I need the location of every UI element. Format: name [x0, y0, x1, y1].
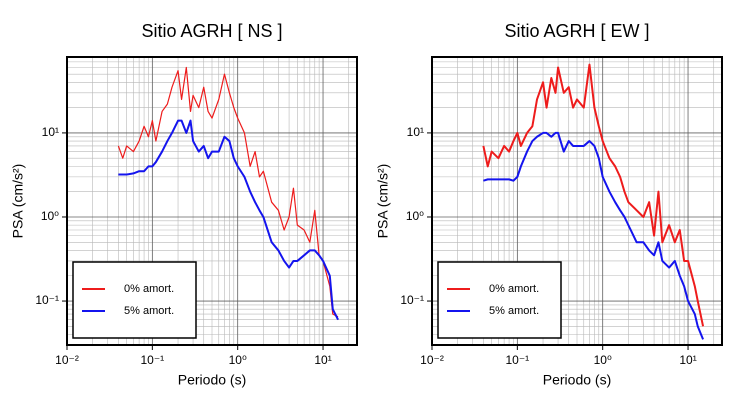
chart-title: Sitio AGRH [ NS ]: [141, 21, 282, 41]
x-tick-label: 10¹: [314, 353, 331, 367]
x-tick-label: 10⁻¹: [506, 353, 530, 367]
y-tick-label: 10¹: [407, 125, 424, 139]
legend-label: 0% amort.: [124, 283, 174, 295]
y-tick-label: 10⁰: [406, 209, 424, 223]
y-tick-label: 10¹: [42, 125, 59, 139]
legend-label: 0% amort.: [489, 283, 539, 295]
x-tick-label: 10⁰: [594, 353, 612, 367]
x-tick-label: 10⁻²: [420, 353, 444, 367]
data-line: [483, 131, 704, 340]
data-line: [117, 66, 339, 318]
y-tick-label: 10⁰: [41, 209, 59, 223]
x-tick-label: 10⁰: [229, 353, 247, 367]
data-line: [118, 119, 339, 321]
x-tick-label: 10⁻¹: [141, 353, 165, 367]
x-tick-label: 10¹: [679, 353, 696, 367]
legend-label: 5% amort.: [489, 305, 539, 317]
legend-label: 5% amort.: [124, 305, 174, 317]
panel: 10⁻² 10⁻¹ 10⁰ 10¹ 10⁻¹ 10⁰ 10¹ Sitio AGRH [ EW …: [375, 21, 723, 388]
plot-frame: [66, 56, 358, 346]
chart-title: Sitio AGRH [ EW ]: [504, 21, 649, 41]
data-line: [482, 63, 705, 327]
y-axis-label: PSA (cm/s²): [10, 164, 26, 239]
y-axis-label: PSA (cm/s²): [375, 164, 391, 239]
x-axis-label: Periodo (s): [543, 372, 611, 388]
panel: 10⁻² 10⁻¹ 10⁰ 10¹ 10⁻¹ 10⁰ 10¹ Sitio AGRH [ NS …: [10, 21, 358, 388]
x-axis-label: Periodo (s): [178, 372, 246, 388]
y-tick-label: 10⁻¹: [400, 293, 424, 307]
legend-box: [72, 261, 197, 339]
legend-box: [437, 261, 562, 339]
x-tick-label: 10⁻²: [55, 353, 79, 367]
plot-frame: [431, 56, 723, 346]
y-tick-label: 10⁻¹: [35, 293, 59, 307]
